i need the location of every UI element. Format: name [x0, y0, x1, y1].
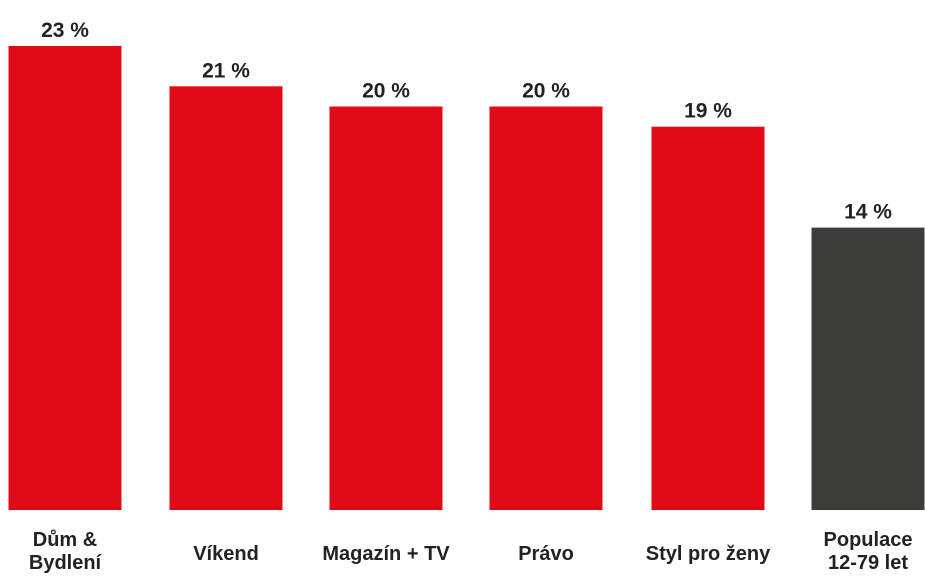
value-labels-group: 23 % 21 % 20 % 20 % 19 % 14 % — [41, 19, 892, 224]
category-labels-group: Dům &Bydlení Víkend Magazín + TV Právo Styl … — [29, 529, 913, 574]
category-label: Víkend — [193, 543, 259, 565]
category-label: Bydlení — [29, 552, 103, 574]
bar — [8, 46, 122, 510]
bar-value-label: 21 % — [202, 59, 250, 82]
bar — [169, 86, 283, 511]
bar-value-label: 20 % — [522, 80, 570, 103]
category-label: Právo — [518, 543, 574, 565]
category-label: Dům & — [33, 529, 97, 551]
bar-value-label: 20 % — [362, 80, 410, 103]
category-label: Populace — [824, 529, 913, 551]
bar — [489, 106, 603, 510]
bar — [329, 106, 443, 510]
bar-value-label: 14 % — [844, 201, 892, 224]
category-label: Styl pro ženy — [646, 543, 771, 565]
bars-group — [8, 46, 925, 511]
category-label: 12-79 let — [828, 552, 908, 574]
category-label: Magazín + TV — [322, 543, 450, 565]
bar-value-label: 23 % — [41, 19, 89, 42]
bar — [811, 227, 925, 510]
bar — [651, 126, 765, 510]
bar-value-label: 19 % — [684, 100, 732, 123]
